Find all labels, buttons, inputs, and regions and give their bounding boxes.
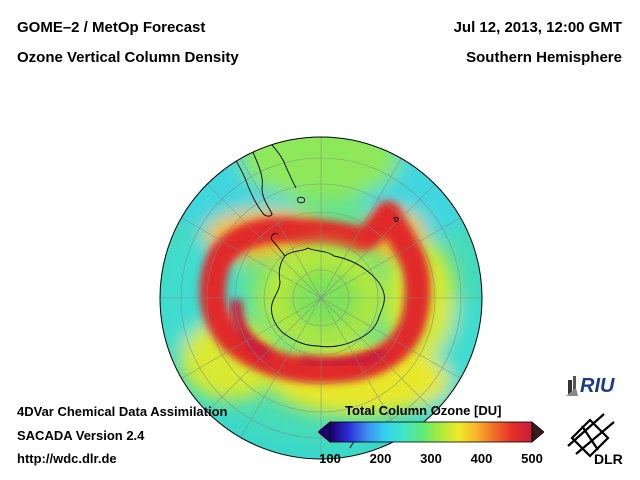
graticule <box>160 137 482 459</box>
colorbar-tick-400: 400 <box>470 451 493 466</box>
riu-logo: RIU <box>566 375 615 397</box>
footer-version: SACADA Version 2.4 <box>17 428 145 443</box>
colorbar-low-arrow <box>318 421 331 443</box>
ozone-maximum-ring <box>199 201 431 384</box>
forecast-date: Jul 12, 2013, 12:00 GMT <box>453 19 622 36</box>
colorbar-title: Total Column Ozone [DU] <box>345 403 502 418</box>
dlr-logo-text: DLR <box>594 451 623 467</box>
colorbar <box>318 421 544 443</box>
colorbar-tick-100: 100 <box>319 451 341 466</box>
footer-method: 4DVar Chemical Data Assimilation <box>17 404 228 419</box>
globe-field <box>160 137 482 459</box>
colorbar-tick-500: 500 <box>521 451 543 466</box>
riu-logo-text: RIU <box>580 375 615 397</box>
colorbar-tick-300: 300 <box>420 451 442 466</box>
colorbar-tick-200: 200 <box>369 451 392 466</box>
colorbar-high-arrow <box>531 421 544 443</box>
colorbar-scale <box>329 421 533 443</box>
footer-url: http://wdc.dlr.de <box>17 451 117 466</box>
map-subtitle: Ozone Vertical Column Density <box>17 49 239 66</box>
dlr-logo: DLR <box>567 413 623 467</box>
region-label: Southern Hemisphere <box>466 49 622 66</box>
map-title: GOME–2 / MetOp Forecast <box>17 19 206 36</box>
globe-outline <box>159 136 483 460</box>
